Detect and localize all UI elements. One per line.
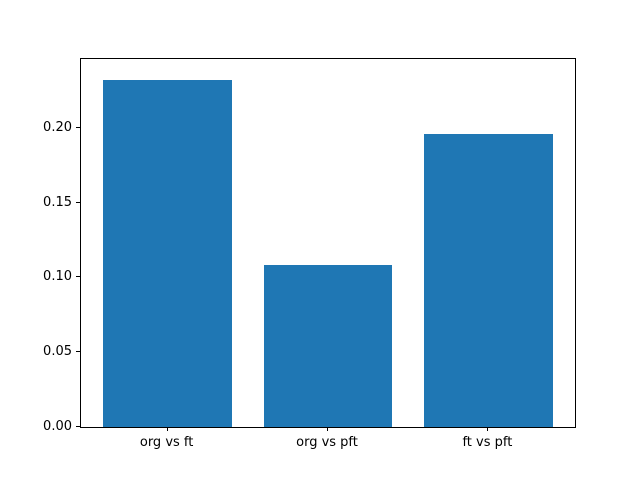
x-tick-label-ft-vs-pft: ft vs pft — [462, 435, 513, 450]
x-tick-mark — [487, 427, 489, 431]
x-tick-label-org-vs-pft: org vs pft — [296, 435, 358, 450]
y-tick-mark — [76, 201, 80, 203]
y-tick-label: 0.20 — [43, 119, 72, 135]
y-tick-label: 0.00 — [43, 419, 72, 434]
y-tick-mark — [76, 126, 80, 128]
bar-ft-vs-pft — [424, 133, 553, 427]
bar-org-vs-pft — [263, 265, 393, 427]
plot-area — [80, 58, 576, 428]
bar-org-vs-ft — [103, 79, 232, 427]
x-tick-mark — [166, 427, 168, 431]
y-tick-label: 0.15 — [43, 194, 72, 210]
y-tick-mark — [76, 426, 80, 427]
y-tick-mark — [76, 351, 80, 353]
y-tick-label: 0.05 — [43, 344, 72, 360]
y-tick-label: 0.10 — [43, 269, 72, 285]
y-tick-mark — [76, 276, 80, 278]
x-tick-mark — [327, 427, 328, 431]
x-tick-label-org-vs-ft: org vs ft — [139, 435, 194, 450]
